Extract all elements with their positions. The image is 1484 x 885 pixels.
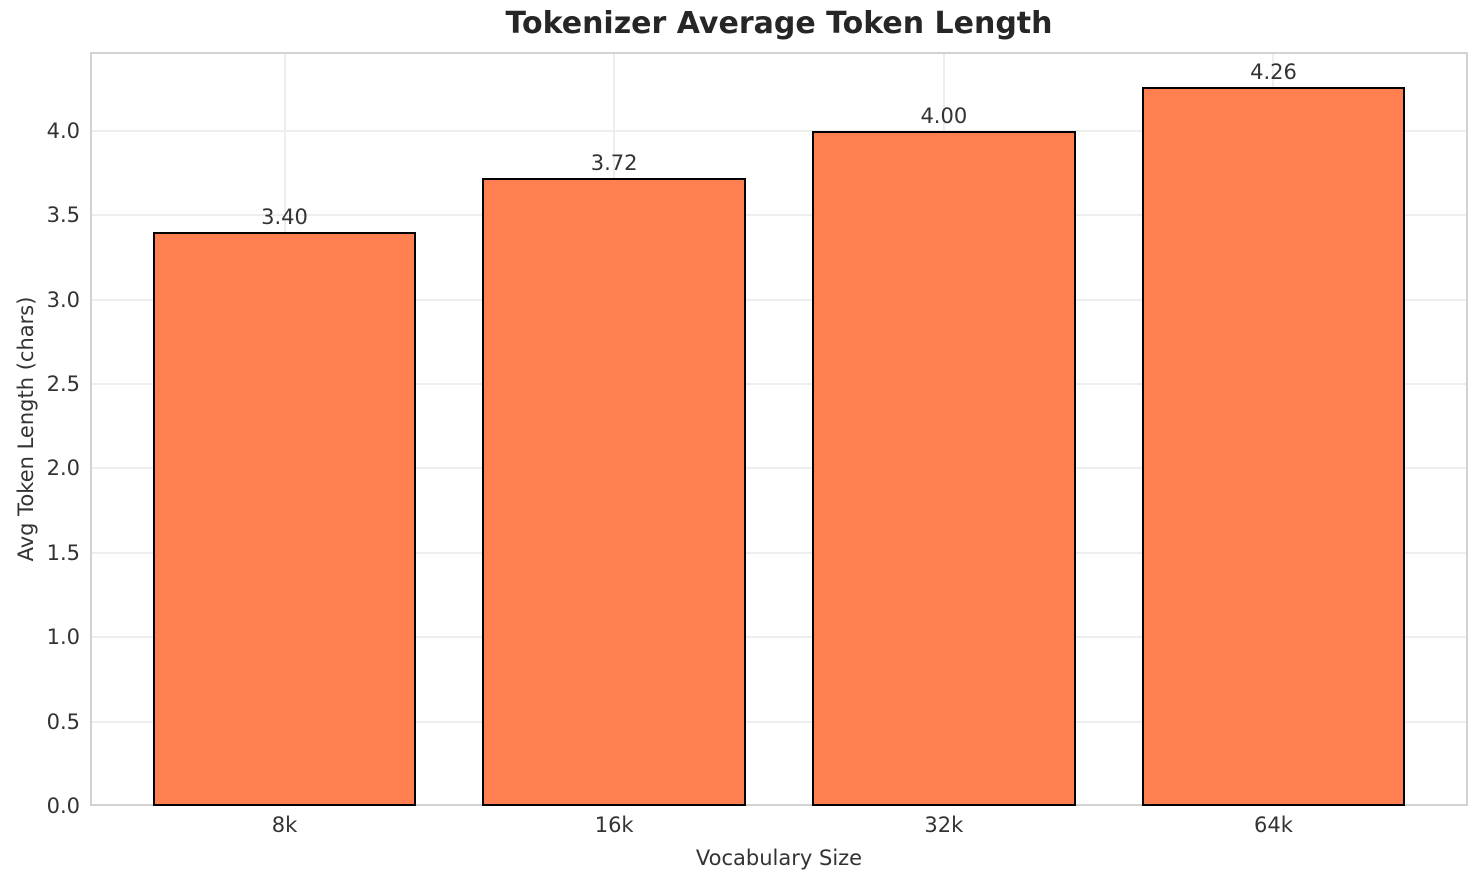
plot-spine-left <box>90 52 92 806</box>
y-gridline <box>90 551 1468 554</box>
bar <box>1141 87 1406 806</box>
plot-spine-top <box>90 52 1468 54</box>
y-gridline <box>90 214 1468 217</box>
bar-value-label: 3.40 <box>261 205 308 230</box>
plot-spine-bottom <box>90 804 1468 806</box>
y-tick-label: 4.0 <box>46 118 80 143</box>
y-gridline <box>90 720 1468 723</box>
y-tick-label: 3.0 <box>46 287 80 312</box>
plot-spine-right <box>1466 52 1468 806</box>
x-tick-label: 16k <box>594 813 634 837</box>
bar <box>482 178 747 806</box>
x-tick-label: 64k <box>1254 813 1293 837</box>
x-tick-label: 32k <box>924 813 964 837</box>
x-axis-label: Vocabulary Size <box>695 846 863 870</box>
y-tick-label: 1.0 <box>46 625 80 650</box>
y-gridline <box>90 129 1468 132</box>
y-gridline <box>90 467 1468 470</box>
y-tick-label: 2.0 <box>46 456 80 481</box>
chart-title: Tokenizer Average Token Length <box>505 6 1053 41</box>
bar-value-label: 4.00 <box>920 103 968 128</box>
y-tick-label: 0.5 <box>46 709 80 734</box>
y-gridline <box>90 636 1468 639</box>
bar <box>811 130 1076 806</box>
bar <box>152 232 417 806</box>
y-tick-label: 2.5 <box>46 372 80 397</box>
bar-value-label: 4.26 <box>1250 60 1297 85</box>
plot-area: 3.40 3.72 4.00 4.26 <box>90 52 1468 806</box>
y-tick-label: 0.0 <box>46 794 80 818</box>
y-tick-label: 3.5 <box>46 203 80 228</box>
x-tick-label: 8k <box>271 813 298 837</box>
y-axis-label: Avg Token Length (chars) <box>14 296 38 562</box>
y-tick-label: 1.5 <box>46 540 80 565</box>
y-gridline <box>90 383 1468 386</box>
bar-value-label: 3.72 <box>590 151 638 176</box>
y-gridline <box>90 298 1468 301</box>
